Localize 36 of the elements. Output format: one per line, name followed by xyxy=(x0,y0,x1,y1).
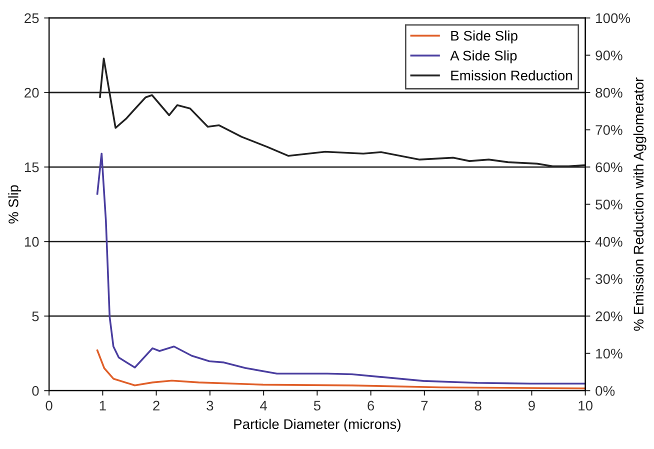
y-tick-label: 25 xyxy=(24,13,39,24)
x-tick-label: 3 xyxy=(206,400,214,411)
y-tick-label: 5 xyxy=(32,312,39,322)
y-tick-label: 10 xyxy=(24,236,39,247)
y2-tick-label: 0% xyxy=(596,386,615,396)
y2-tick-label: 10% xyxy=(596,348,622,359)
legend-label: A Side Slip xyxy=(450,50,517,64)
y-tick-label: 15 xyxy=(24,162,39,172)
y-tick-label: 0 xyxy=(32,386,39,396)
x-tick-label: 4 xyxy=(260,400,268,410)
x-tick-label: 9 xyxy=(528,400,535,411)
y2-tick-label: 20% xyxy=(596,311,622,322)
line-series xyxy=(96,349,586,390)
x-tick-label: 6 xyxy=(368,400,374,411)
y2-tick-label: 80% xyxy=(596,88,622,98)
y2-tick-label: 60% xyxy=(596,162,622,172)
legend-label: Emission Reduction xyxy=(451,70,572,80)
x-tick-label: 0 xyxy=(46,400,52,411)
x-axis-title: Particle Diameter (microns) xyxy=(234,418,400,432)
x-tick-label: 10 xyxy=(578,400,593,411)
y2-tick-label: 40% xyxy=(595,236,622,247)
x-tick-label: 1 xyxy=(100,400,106,410)
line-series xyxy=(96,152,586,385)
y-axis-title: % Slip xyxy=(8,185,22,224)
x-tick-label: 7 xyxy=(421,400,428,410)
y2-tick-label: 90% xyxy=(596,50,622,60)
y2-tick-label: 30% xyxy=(596,274,622,284)
y2-axis-title: % Emission Reduction with Agglomerator xyxy=(633,78,646,331)
x-tick-label: 2 xyxy=(153,400,160,410)
x-tick-label: 8 xyxy=(474,400,482,411)
y-tick-label: 20 xyxy=(24,88,39,98)
y2-tick-label: 70% xyxy=(596,125,622,135)
y2-tick-label: 100% xyxy=(596,13,630,24)
y2-tick-label: 50% xyxy=(596,200,622,210)
x-tick-label: 5 xyxy=(314,400,320,411)
legend-label: B Side Slip xyxy=(451,30,518,44)
